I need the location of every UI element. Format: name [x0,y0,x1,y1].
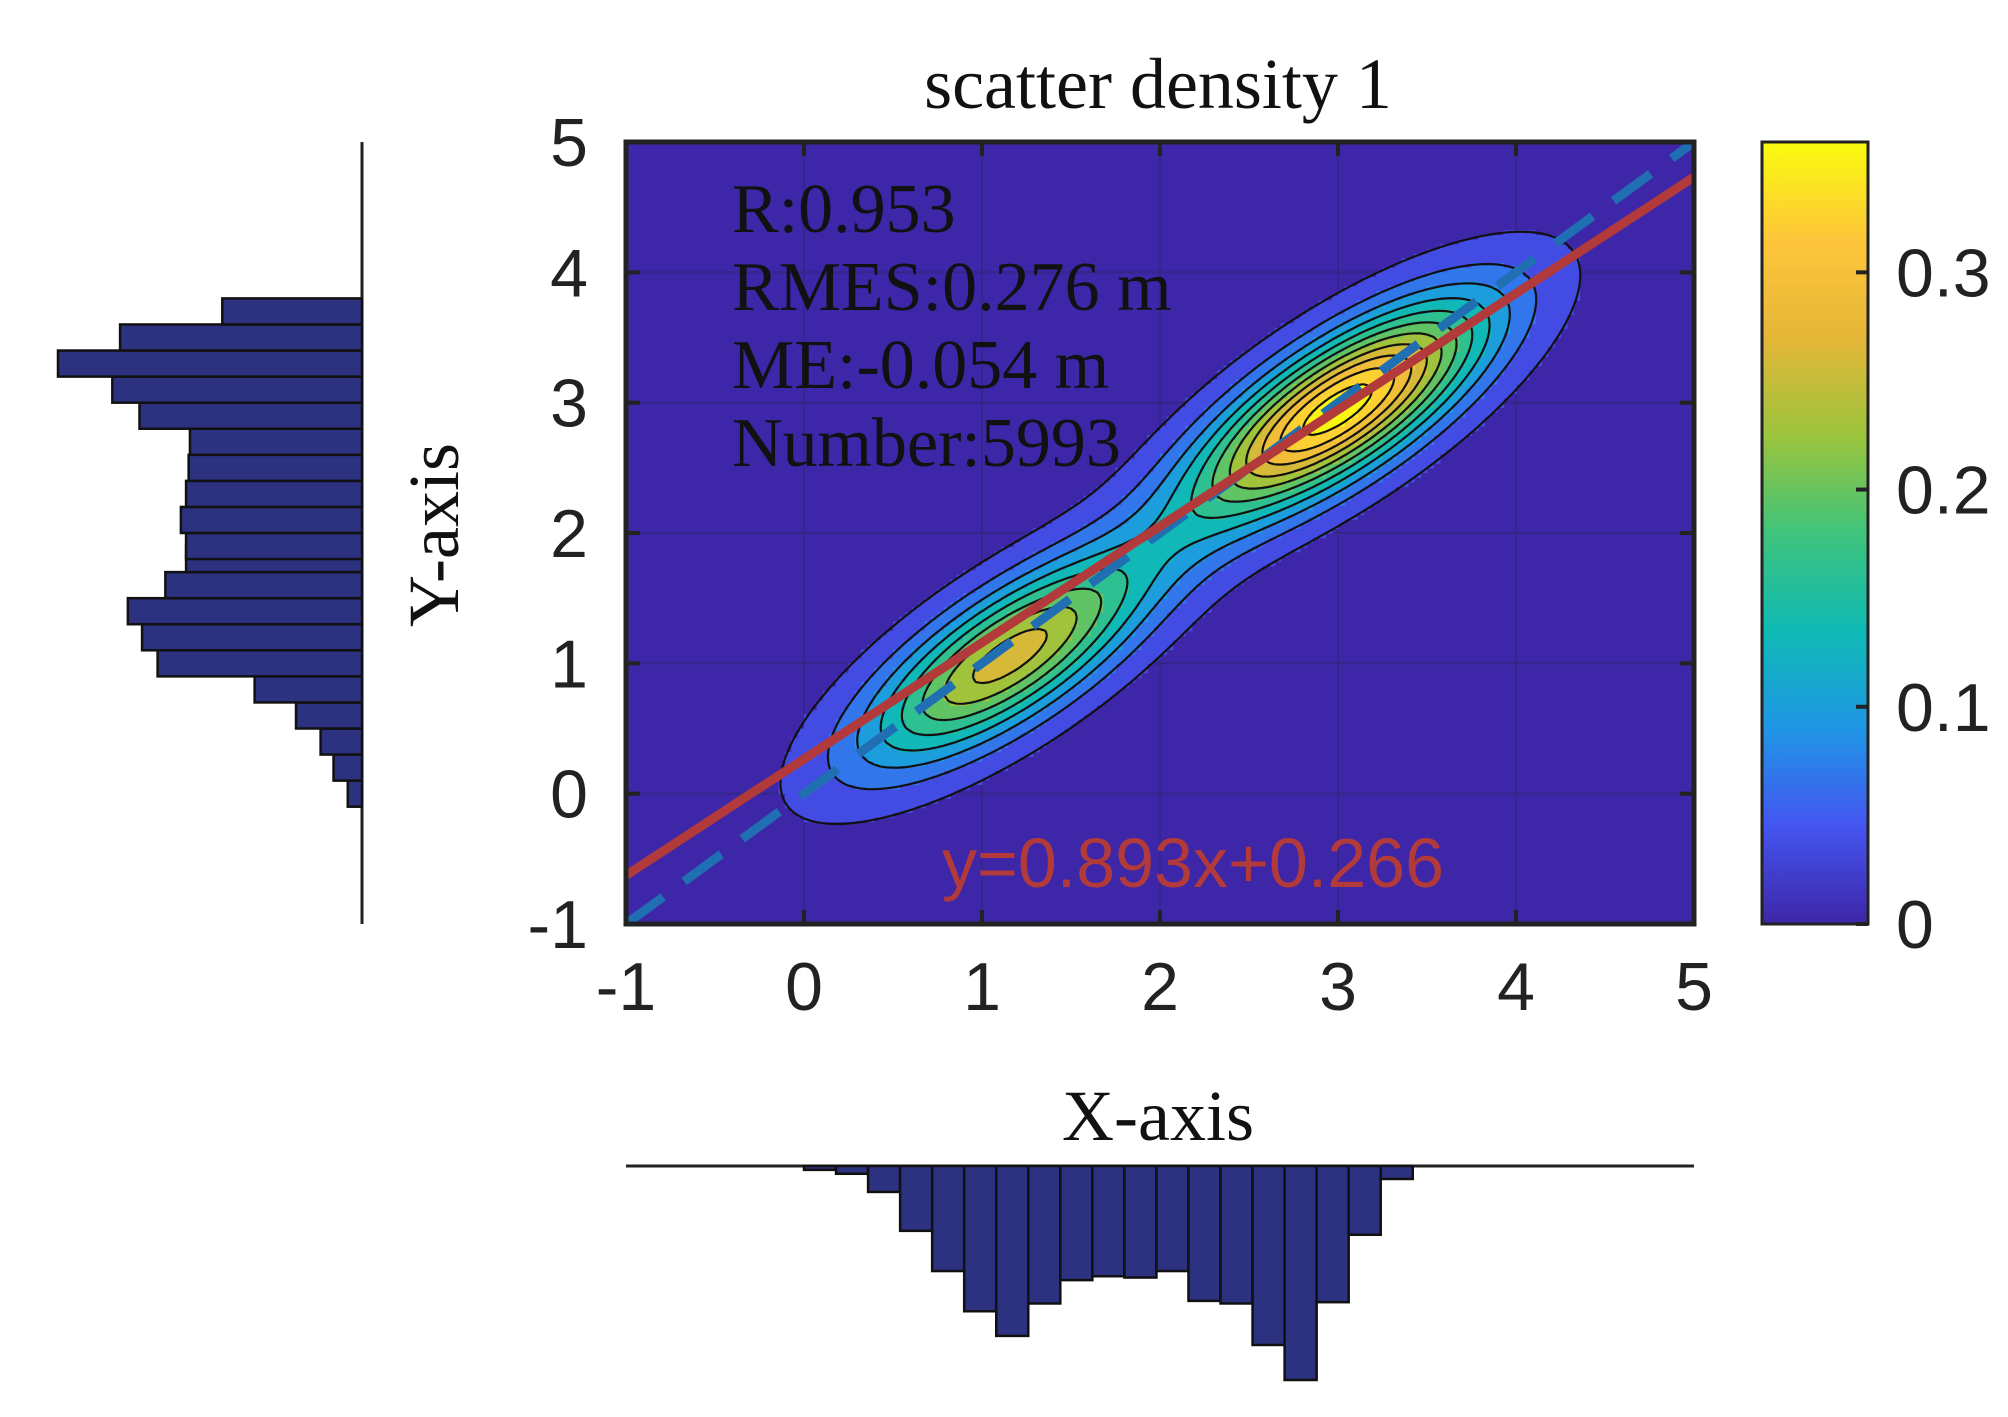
colorbar [1760,140,1870,926]
y-tick-label: 2 [550,496,588,572]
y-tick-label: -1 [528,887,588,963]
y-histogram-bar [118,323,364,352]
contour-line [779,230,1582,826]
contour-line [856,282,1511,769]
y-histogram-bar [332,753,364,782]
y-tick-label: 5 [550,105,588,181]
y-histogram-bar [138,401,364,430]
colorbar-tick-label: 0.3 [1896,235,1991,311]
contour-line [971,343,1428,685]
x-tick-label: 5 [1675,949,1713,1025]
y-marginal-histogram [56,142,364,924]
y-tick-label: 4 [550,235,588,311]
stat-r: R:0.953 [732,171,956,248]
x-histogram-bar [802,1164,838,1172]
y-tick-label: 0 [550,757,588,833]
x-histogram-bar [1283,1164,1318,1382]
x-histogram-bar [866,1164,902,1194]
stat-number: Number:5993 [732,405,1121,482]
y-tick-label: 1 [550,626,588,702]
y-histogram-bar [184,479,364,509]
x-tick-label: 0 [785,949,823,1025]
y-histogram-bar [294,701,364,730]
x-tick-label: 2 [1141,949,1179,1025]
colorbar-ticks: 0 0.1 0.2 0.3 [1856,235,1991,963]
x-histogram-bar [1091,1164,1126,1278]
colorbar-tick-label: 0.2 [1896,453,1991,529]
contour-line [1279,367,1396,453]
fit-equation-label: y=0.893x+0.266 [942,824,1444,902]
stat-me: ME:-0.054 m [732,327,1109,404]
y-histogram-bar [56,349,364,378]
y-histogram-bar [346,779,364,808]
y-histogram-bar [221,297,364,326]
x-histogram-bar [930,1164,966,1273]
stats-annotation: R:0.953 RMES:0.276 m ME:-0.054 m Number:… [732,171,1172,482]
stat-rmse: RMES:0.276 m [732,249,1172,326]
colorbar-tick-label: 0 [1896,887,1934,963]
y-histogram-bar [188,427,364,457]
x-histogram-bar [1251,1164,1286,1347]
y-histogram-bar [156,649,364,678]
x-tick-label: 1 [963,949,1001,1025]
x-marginal-histogram [626,1164,1694,1382]
y-histogram-bar [319,727,364,756]
x-histogram-bar [994,1164,1030,1338]
x-tick-label: 4 [1497,949,1535,1025]
y-histogram-bar [184,531,364,561]
y-histogram-bar [126,596,364,626]
x-tick-label: 3 [1319,949,1357,1025]
contour-line [900,309,1474,737]
x-axis-label: X-axis [1062,1076,1254,1156]
y-histogram-bar [140,622,364,652]
x-histogram-bar [962,1164,998,1313]
chart-title: scatter density 1 [924,44,1392,124]
y-histogram-bar [164,570,364,600]
x-axis-ticks: -1 0 1 2 3 4 5 [596,142,1713,1025]
y-tick-label: 3 [550,366,588,442]
x-histogram-bar [898,1164,934,1233]
y-histogram-bar [187,453,364,483]
y-histogram-bar [179,505,364,535]
x-histogram-bar [1219,1164,1254,1305]
one-to-one-reference-line [626,142,1694,924]
contour-line [879,297,1491,752]
x-histogram-bar [1379,1164,1415,1181]
x-histogram-bar [1155,1164,1190,1273]
x-tick-label: -1 [596,949,656,1025]
y-axis-ticks: -1 0 1 2 3 4 5 [528,105,1694,963]
colorbar-tick-label: 0.1 [1896,670,1991,746]
x-histogram-bar [1027,1164,1062,1305]
x-histogram-bar [834,1164,870,1176]
x-histogram-bar [1123,1164,1158,1279]
y-axis-label: Y-axis [394,443,474,627]
x-histogram-bar [1059,1164,1094,1282]
x-histogram-bar [1315,1164,1350,1304]
x-histogram-bar [1347,1164,1382,1236]
fit-line [626,173,1694,880]
contour-line [826,263,1538,791]
x-histogram-bar [1187,1164,1222,1303]
y-histogram-bar [253,675,364,704]
y-histogram-bar [111,375,364,404]
